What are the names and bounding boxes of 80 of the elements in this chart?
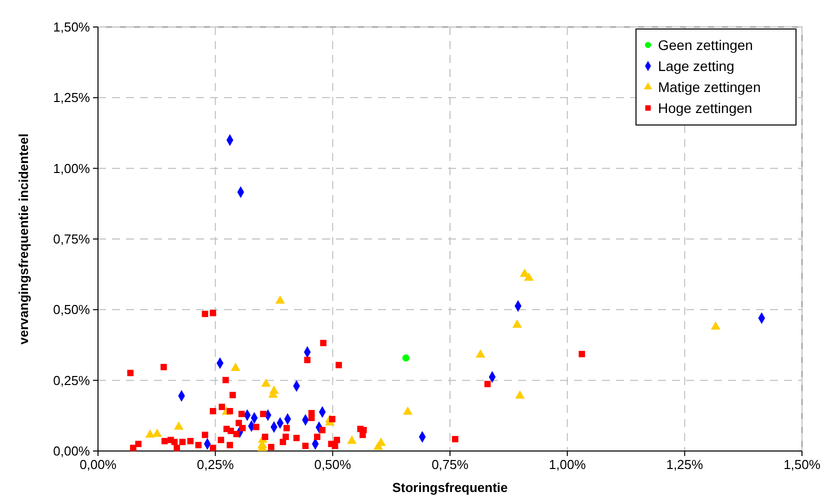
point bbox=[329, 416, 336, 422]
point bbox=[308, 414, 315, 422]
y-axis-title: vervangingsfrequentie incidenteel bbox=[16, 134, 31, 344]
point bbox=[515, 390, 525, 399]
point bbox=[360, 432, 366, 438]
point bbox=[210, 310, 216, 316]
point bbox=[210, 408, 216, 414]
point bbox=[402, 406, 413, 415]
point bbox=[320, 340, 326, 346]
point bbox=[218, 436, 224, 444]
y-tick-label: 1,50% bbox=[53, 20, 90, 34]
x-tick-label: 1,50% bbox=[784, 457, 821, 472]
point bbox=[230, 362, 240, 371]
point bbox=[336, 362, 342, 368]
y-tick-label: 0,25% bbox=[53, 372, 90, 388]
x-tick-label: 1,00% bbox=[548, 457, 586, 472]
point bbox=[261, 378, 271, 387]
point bbox=[228, 428, 234, 434]
point bbox=[284, 424, 290, 432]
point bbox=[174, 444, 180, 452]
point bbox=[195, 442, 202, 448]
point bbox=[282, 434, 289, 440]
point bbox=[710, 321, 720, 330]
x-tick-label: 1,25% bbox=[666, 457, 704, 472]
point bbox=[302, 442, 309, 450]
y-tick-label: 1,25% bbox=[53, 90, 90, 106]
x-axis-title: Storingsfrequentie bbox=[392, 480, 508, 495]
point bbox=[135, 440, 142, 448]
point bbox=[484, 380, 491, 388]
point bbox=[524, 272, 534, 281]
legend-label: Matige zettingen bbox=[658, 79, 761, 95]
point bbox=[187, 438, 194, 444]
point bbox=[239, 424, 246, 432]
point bbox=[236, 420, 242, 426]
point bbox=[233, 430, 240, 438]
x-tick-label: 0,25% bbox=[196, 457, 234, 472]
point bbox=[210, 444, 216, 452]
point bbox=[130, 444, 136, 452]
y-tick-label: 1,00% bbox=[53, 160, 90, 176]
point bbox=[238, 410, 245, 418]
legend-label: Geen zettingen bbox=[658, 37, 753, 53]
point bbox=[332, 442, 338, 450]
point bbox=[268, 444, 274, 450]
point bbox=[174, 421, 184, 430]
point bbox=[275, 295, 285, 304]
point bbox=[334, 436, 340, 444]
point bbox=[179, 438, 186, 446]
point bbox=[160, 364, 167, 370]
point bbox=[314, 434, 320, 440]
x-tick-label: 0,75% bbox=[432, 457, 469, 472]
point bbox=[293, 434, 300, 442]
point bbox=[230, 392, 236, 398]
legend-label: Lage zetting bbox=[658, 58, 734, 74]
point bbox=[373, 441, 383, 450]
point bbox=[202, 432, 208, 438]
legend-label: Hoge zettingen bbox=[658, 100, 752, 116]
point bbox=[262, 434, 268, 440]
point bbox=[402, 354, 410, 362]
point bbox=[127, 370, 134, 376]
y-tick-label: 0,00% bbox=[53, 444, 90, 458]
point bbox=[452, 436, 458, 442]
point bbox=[222, 376, 229, 384]
point bbox=[512, 319, 522, 328]
point bbox=[226, 442, 234, 448]
point bbox=[253, 424, 260, 430]
y-tick-label: 0,75% bbox=[53, 232, 90, 246]
point bbox=[578, 350, 586, 358]
point bbox=[260, 410, 266, 418]
point bbox=[304, 356, 310, 364]
x-tick-label: 0,00% bbox=[80, 457, 117, 472]
point bbox=[347, 436, 357, 444]
point bbox=[319, 426, 326, 434]
point bbox=[226, 408, 234, 414]
point bbox=[218, 404, 226, 410]
point bbox=[161, 438, 168, 444]
point bbox=[476, 349, 486, 358]
x-tick-label: 0,50% bbox=[314, 457, 352, 472]
point bbox=[202, 310, 208, 318]
y-tick-label: 0,50% bbox=[53, 302, 90, 318]
point bbox=[152, 428, 162, 437]
